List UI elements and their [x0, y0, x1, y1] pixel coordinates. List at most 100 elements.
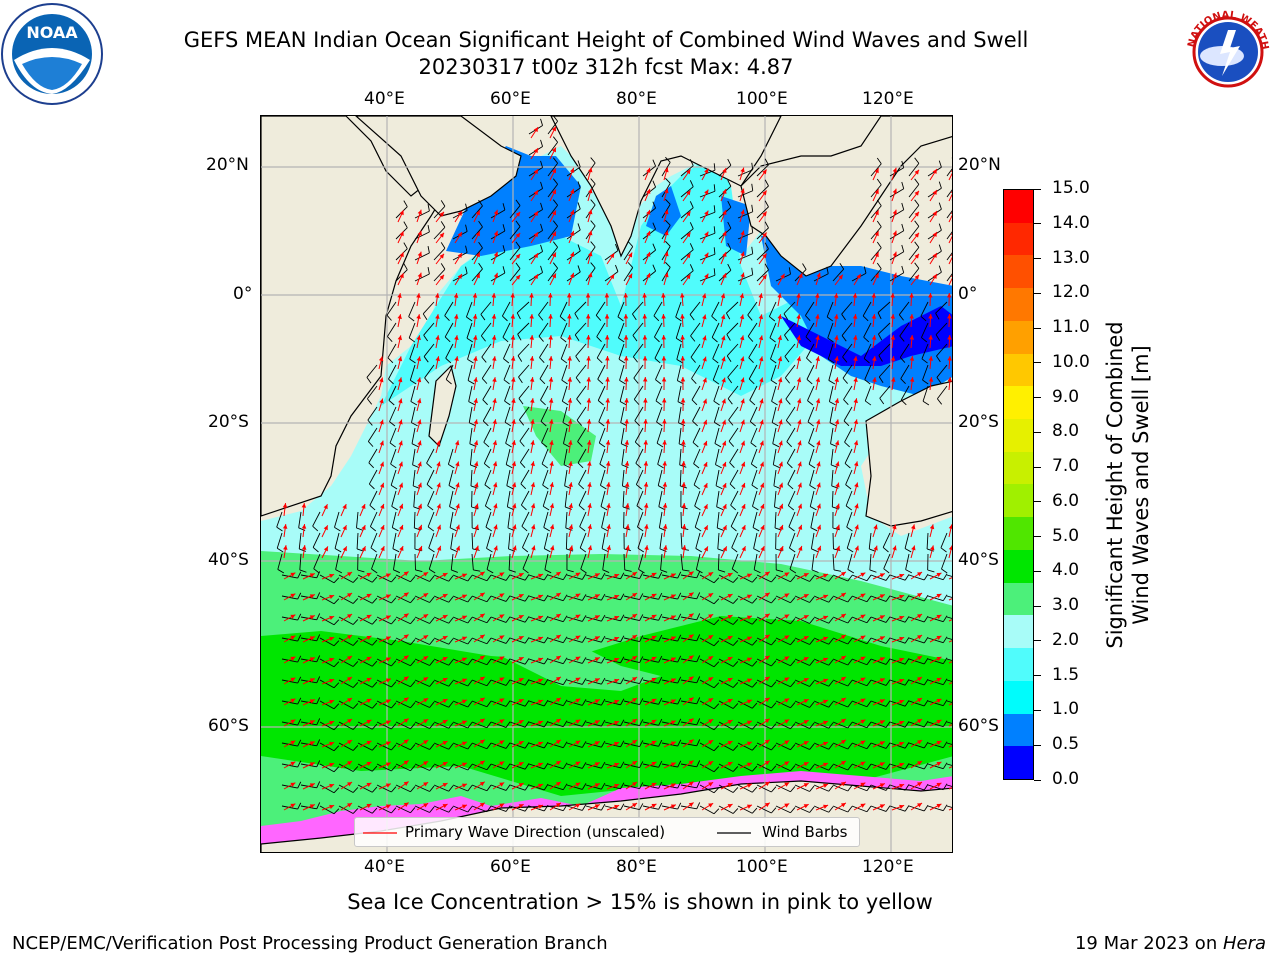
- wind-barb: [870, 763, 891, 770]
- wave-direction-arrow: [340, 739, 353, 748]
- wave-direction-arrow: [302, 783, 315, 790]
- wind-barb: [433, 616, 454, 624]
- wind-barb: [927, 699, 948, 707]
- wind-barb: [471, 490, 479, 510]
- wind-barb: [680, 802, 701, 810]
- wind-barb: [756, 179, 769, 198]
- wave-direction-arrow: [796, 635, 809, 643]
- wave-direction-arrow: [890, 292, 895, 307]
- wave-direction-arrow: [891, 573, 905, 580]
- wave-direction-arrow: [644, 524, 649, 538]
- wind-barb: [276, 532, 284, 553]
- wave-direction-arrow: [739, 440, 746, 454]
- wave-direction-arrow: [796, 803, 809, 811]
- wind-barb: [775, 595, 796, 604]
- wind-barb: [577, 427, 587, 448]
- wind-barb: [566, 657, 587, 664]
- wind-barb: [770, 343, 777, 364]
- wind-barb: [680, 222, 694, 240]
- wind-barb: [391, 511, 399, 532]
- wave-direction-arrow: [739, 461, 746, 475]
- wave-direction-arrow: [720, 803, 733, 811]
- wave-direction-arrow: [815, 272, 821, 286]
- wind-barb: [528, 615, 549, 623]
- colorbar-tick-mark: [1034, 258, 1041, 260]
- wind-barb: [509, 763, 530, 770]
- wind-barb: [621, 469, 630, 489]
- wind-barb: [851, 574, 872, 582]
- wind-barb: [946, 805, 952, 808]
- wind-barb: [870, 721, 891, 728]
- wave-direction-arrow: [397, 335, 403, 349]
- wave-direction-arrow: [758, 314, 764, 328]
- wave-direction-arrow: [568, 740, 581, 748]
- wind-barb: [618, 343, 626, 364]
- wave-direction-arrow: [359, 782, 372, 790]
- colorbar-title-line2: Wind Waves and Swell [m]: [1129, 345, 1153, 625]
- wind-barb: [448, 469, 456, 490]
- wave-direction-arrow: [758, 190, 768, 202]
- wind-barb: [731, 553, 739, 574]
- wave-direction-arrow: [340, 676, 353, 685]
- wave-direction-arrow: [605, 398, 610, 412]
- wave-direction-arrow: [663, 545, 668, 559]
- wind-barb: [577, 448, 587, 469]
- wave-direction-arrow: [642, 292, 647, 307]
- wave-direction-arrow: [416, 760, 429, 769]
- wind-barb: [338, 763, 359, 772]
- wave-direction-arrow: [739, 804, 753, 811]
- wind-barb: [281, 697, 302, 705]
- wave-direction-arrow: [948, 745, 952, 748]
- wind-barb: [730, 490, 739, 511]
- wind-barb: [595, 301, 606, 321]
- wind-barb: [623, 740, 644, 748]
- wave-direction-arrow: [568, 545, 574, 559]
- wind-barb: [357, 553, 365, 573]
- wind-barb: [737, 616, 758, 625]
- wave-direction-arrow: [815, 783, 829, 790]
- wave-direction-arrow: [701, 760, 714, 769]
- wind-barb: [466, 322, 474, 343]
- wind-barb: [566, 783, 587, 790]
- wind-barb: [519, 406, 530, 426]
- wind-barb: [737, 742, 758, 751]
- wind-barb: [637, 532, 645, 553]
- wind-barb: [312, 532, 321, 553]
- wave-direction-arrow: [929, 210, 938, 223]
- wave-direction-arrow: [587, 272, 593, 286]
- wind-barb: [357, 595, 378, 604]
- wind-barb: [851, 595, 872, 603]
- wind-barb: [642, 592, 663, 600]
- lat-tick-left-60s: 60°S: [208, 716, 249, 736]
- wind-barb: [842, 343, 853, 363]
- wave-direction-arrow: [568, 524, 574, 538]
- wind-barb: [946, 241, 952, 261]
- wave-direction-arrow: [720, 698, 733, 706]
- wave-direction-arrow: [473, 739, 486, 748]
- wind-barb: [747, 301, 758, 321]
- wave-direction-arrow: [701, 525, 709, 538]
- wind-barb: [452, 595, 473, 603]
- wave-direction-arrow: [643, 418, 648, 433]
- wind-barb: [870, 637, 891, 644]
- wind-barb: [794, 742, 815, 750]
- wind-barb: [412, 469, 420, 489]
- wave-direction-arrow: [472, 293, 478, 307]
- wave-direction-arrow: [568, 440, 573, 454]
- wind-barb: [395, 574, 416, 583]
- wind-barb: [338, 658, 359, 667]
- wave-direction-arrow: [587, 804, 600, 811]
- wind-barb: [509, 616, 530, 623]
- wind-barb: [658, 490, 666, 511]
- wind-barb: [338, 700, 359, 709]
- wave-direction-arrow: [682, 781, 694, 790]
- wind-barb: [414, 553, 423, 573]
- wind-barb: [414, 784, 435, 792]
- wind-barb: [694, 511, 702, 532]
- wave-direction-arrow: [662, 524, 668, 538]
- wave-direction-arrow: [644, 209, 651, 223]
- wave-direction-arrow: [891, 167, 897, 181]
- wave-direction-arrow: [682, 253, 691, 265]
- wind-barb: [889, 202, 905, 219]
- wind-barb: [338, 679, 359, 688]
